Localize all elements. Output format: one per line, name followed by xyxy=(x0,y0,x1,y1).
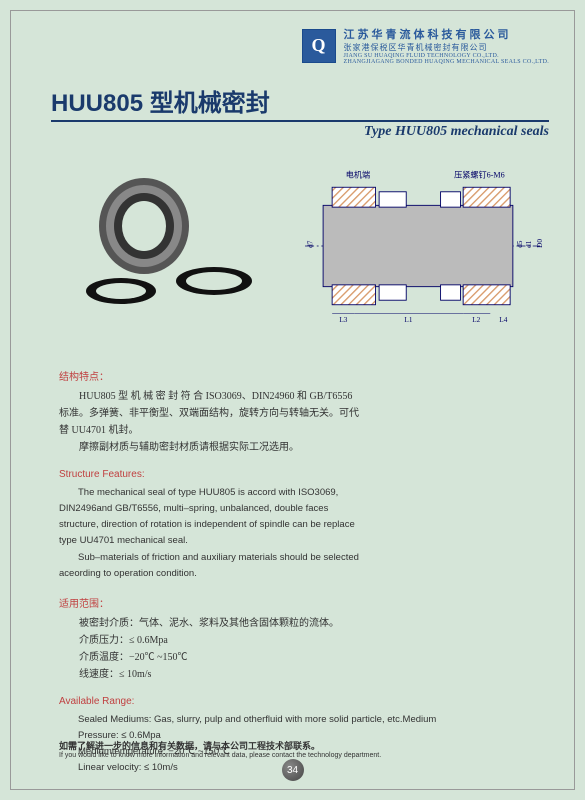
content-body: 结构特点： HUU805 型 机 械 密 封 符 合 ISO3069、DIN24… xyxy=(59,361,534,776)
page-title-cn: HUU805 型机械密封 xyxy=(51,83,549,118)
svg-text:D0: D0 xyxy=(536,239,544,248)
footer-note: 如需了解进一步的信息和有关数据，请与本公司工程技术部联系。 If you wou… xyxy=(59,739,381,759)
heading-structure-en: Structure Features: xyxy=(59,466,534,483)
svg-text:L4: L4 xyxy=(499,316,507,324)
spec-velocity-cn: 线速度：≤ 10m/s xyxy=(59,666,534,683)
spec-medium-en: Sealed Mediums: Gas, slurry, pulp and ot… xyxy=(59,712,534,728)
title-rule xyxy=(51,120,549,122)
svg-text:d1: d1 xyxy=(525,240,533,248)
footer-note-cn: 如需了解进一步的信息和有关数据，请与本公司工程技术部联系。 xyxy=(59,739,381,752)
svg-text:L3: L3 xyxy=(339,316,347,324)
para-structure-cn-2: 摩擦副材质与辅助密封材质请根据实际工况选用。 xyxy=(59,439,359,456)
heading-range-cn: 适用范围： xyxy=(59,596,534,613)
diagram-label-left: 电机端 xyxy=(346,169,370,179)
engineering-diagram: 电机端 压紧螺钉6-M6 L3 L1 L2 L4 d7 d5 d1 D0 xyxy=(296,156,549,336)
figure-row: 电机端 压紧螺钉6-M6 L3 L1 L2 L4 d7 d5 d1 D0 xyxy=(51,156,549,346)
footer-note-en: If you would like to know more informati… xyxy=(59,752,381,759)
svg-text:d7: d7 xyxy=(306,240,314,248)
company-name-en2: ZHANGJIAGANG BONDED HUAQING MECHANICAL S… xyxy=(344,59,549,65)
spec-pressure-cn: 介质压力：≤ 0.6Mpa xyxy=(59,632,534,649)
logo-icon: Q xyxy=(302,29,336,63)
title-block: HUU805 型机械密封 Type HUU805 mechanical seal… xyxy=(51,83,549,140)
page-title-en: Type HUU805 mechanical seals xyxy=(51,124,549,140)
company-block: 江苏华青流体科技有限公司 张家港保税区华青机械密封有限公司 JIANG SU H… xyxy=(344,26,549,65)
heading-range-en: Available Range: xyxy=(59,693,534,710)
page-frame: Q 江苏华青流体科技有限公司 张家港保税区华青机械密封有限公司 JIANG SU… xyxy=(10,10,575,790)
company-name-cn1: 江苏华青流体科技有限公司 xyxy=(344,26,549,42)
header: Q 江苏华青流体科技有限公司 张家港保税区华青机械密封有限公司 JIANG SU… xyxy=(302,26,549,65)
company-name-cn2: 张家港保税区华青机械密封有限公司 xyxy=(344,42,549,53)
product-photo xyxy=(51,156,286,326)
heading-structure-cn: 结构特点： xyxy=(59,369,534,386)
page-number: 34 xyxy=(282,759,304,781)
svg-text:L2: L2 xyxy=(472,316,480,324)
para-structure-en-1: The mechanical seal of type HUU805 is ac… xyxy=(59,485,369,550)
para-structure-en-2: Sub–materials of friction and auxiliary … xyxy=(59,550,369,582)
para-structure-cn-1: HUU805 型 机 械 密 封 符 合 ISO3069、DIN24960 和 … xyxy=(59,388,359,439)
spec-temp-cn: 介质温度：−20℃ ~150℃ xyxy=(59,649,534,666)
spec-medium-cn: 被密封介质：气体、泥水、浆料及其他含固体颗粒的流体。 xyxy=(59,615,534,632)
svg-text:L1: L1 xyxy=(404,316,412,324)
diagram-label-right: 压紧螺钉6-M6 xyxy=(454,169,505,179)
svg-text:d5: d5 xyxy=(516,240,524,248)
